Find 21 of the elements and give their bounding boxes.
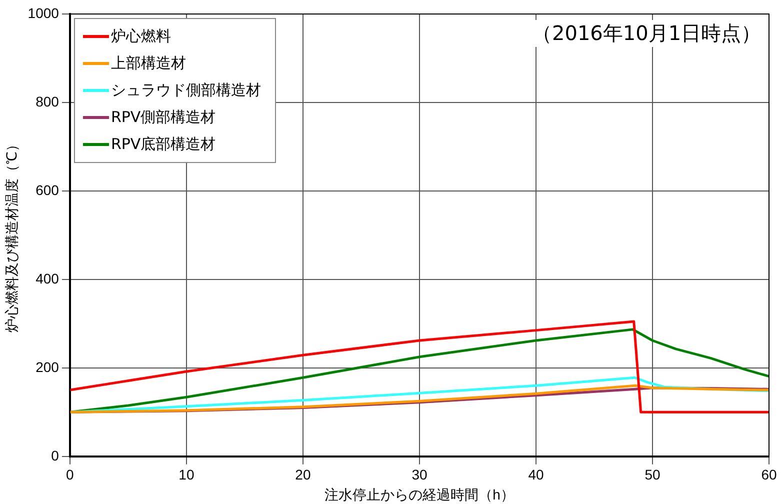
y-tick-label: 1000 [28,4,60,21]
annotation: （2016年10月1日時点） [532,20,762,47]
x-tick-label: 20 [295,466,311,483]
y-tick-label: 200 [36,358,60,375]
legend-label: 炉心燃料 [110,26,171,47]
y-tick-label: 0 [51,447,60,464]
legend-label: 上部構造材 [110,53,186,74]
x-axis-title: 注水停止からの経過時間（h） [324,486,514,502]
legend-label: RPV底部構造材 [110,134,216,155]
x-tick-label: 40 [528,466,544,483]
legend-label: RPV側部構造材 [110,107,216,128]
x-tick-label: 50 [644,466,660,483]
y-axis-title: 炉心燃料及び構造材温度（℃） [3,138,20,333]
legend-label: シュラウド側部構造材 [110,80,261,101]
y-tick-label: 600 [36,182,60,198]
x-tick-label: 0 [66,466,74,483]
y-tick-label: 800 [36,93,60,110]
x-tick-label: 30 [412,466,428,483]
x-tick-label: 10 [178,466,194,483]
y-tick-label: 400 [36,270,60,286]
x-tick-label: 60 [761,466,777,483]
